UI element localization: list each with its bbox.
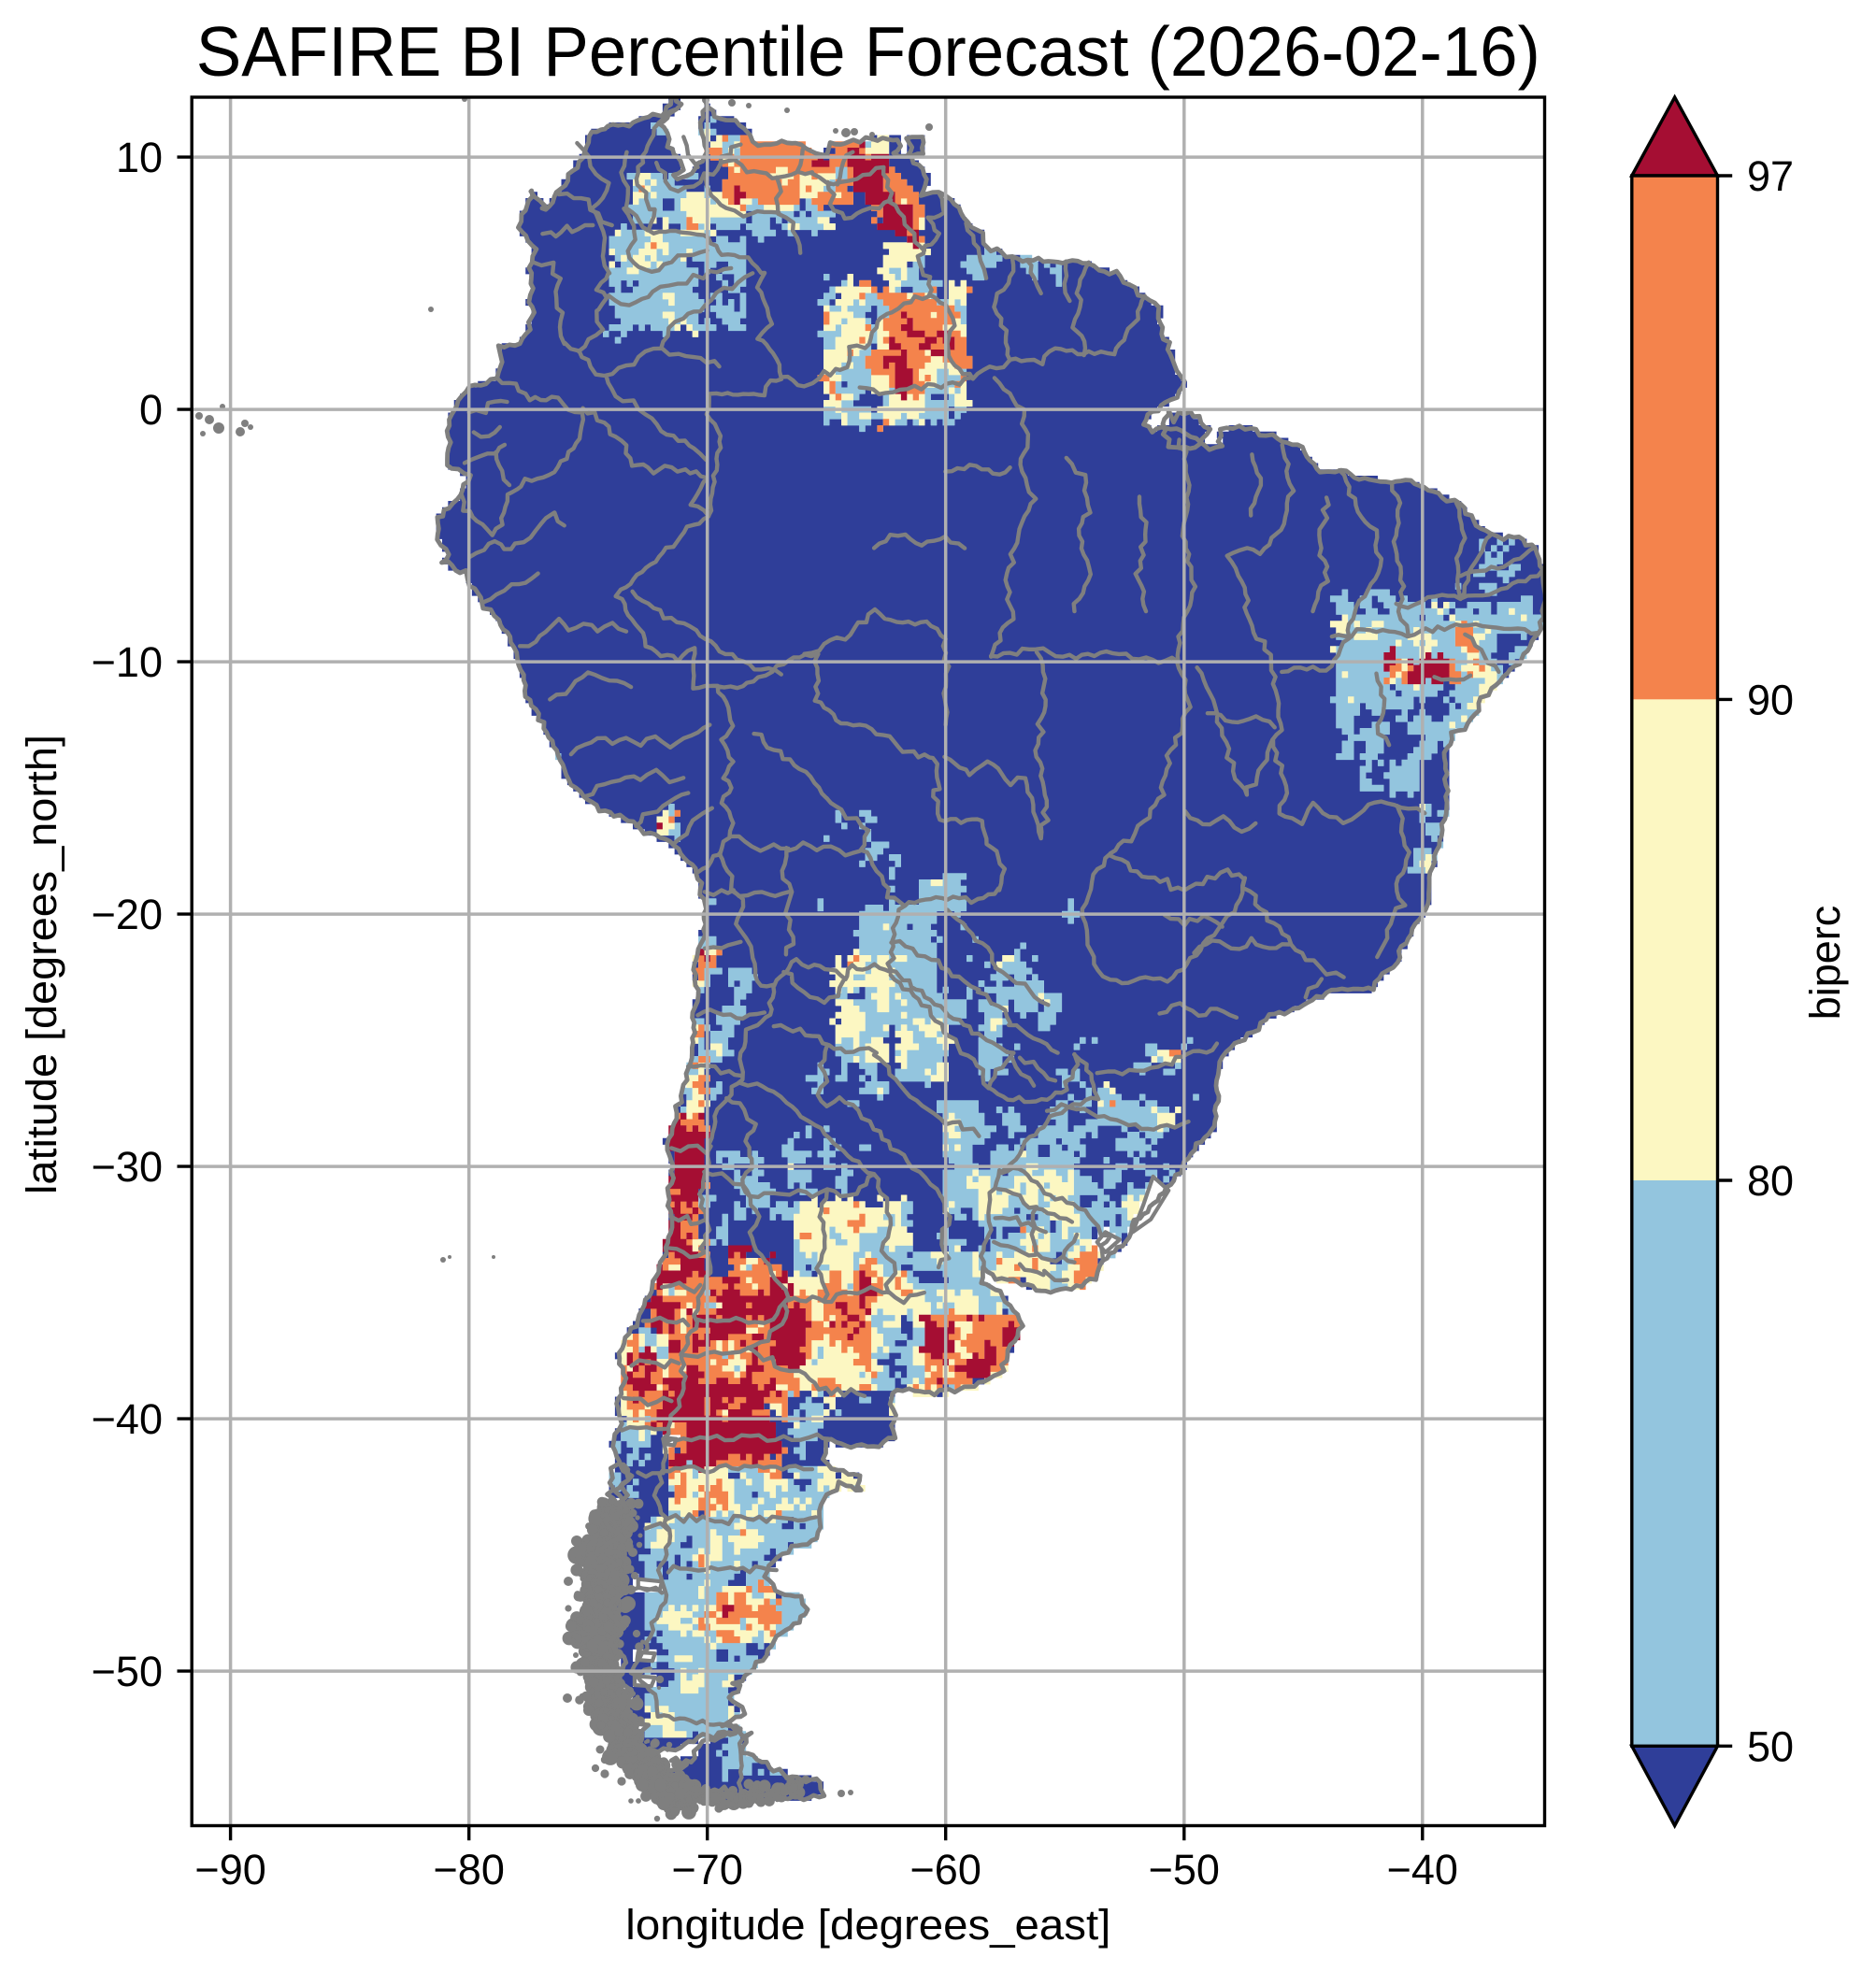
svg-text:−40: −40 — [1387, 1846, 1458, 1893]
svg-text:90: 90 — [1747, 676, 1794, 723]
svg-text:−50: −50 — [92, 1648, 163, 1695]
svg-text:50: 50 — [1747, 1722, 1794, 1770]
svg-text:10: 10 — [116, 134, 163, 181]
svg-text:−70: −70 — [672, 1846, 743, 1893]
svg-text:0: 0 — [139, 386, 163, 434]
svg-text:latitude [degrees_north]: latitude [degrees_north] — [18, 735, 65, 1194]
svg-text:SAFIRE BI Percentile Forecast: SAFIRE BI Percentile Forecast (2026-02-1… — [196, 12, 1540, 91]
svg-text:biperc: biperc — [1801, 906, 1849, 1021]
svg-text:−20: −20 — [92, 891, 163, 938]
svg-text:−30: −30 — [92, 1143, 163, 1191]
svg-text:longitude [degrees_east]: longitude [degrees_east] — [625, 1901, 1110, 1949]
svg-text:−10: −10 — [92, 638, 163, 686]
svg-text:−60: −60 — [910, 1846, 981, 1893]
svg-text:−90: −90 — [194, 1846, 265, 1893]
svg-text:97: 97 — [1747, 152, 1794, 200]
svg-text:−40: −40 — [92, 1395, 163, 1443]
svg-text:−50: −50 — [1149, 1846, 1220, 1893]
svg-text:−80: −80 — [434, 1846, 505, 1893]
svg-text:80: 80 — [1747, 1157, 1794, 1205]
